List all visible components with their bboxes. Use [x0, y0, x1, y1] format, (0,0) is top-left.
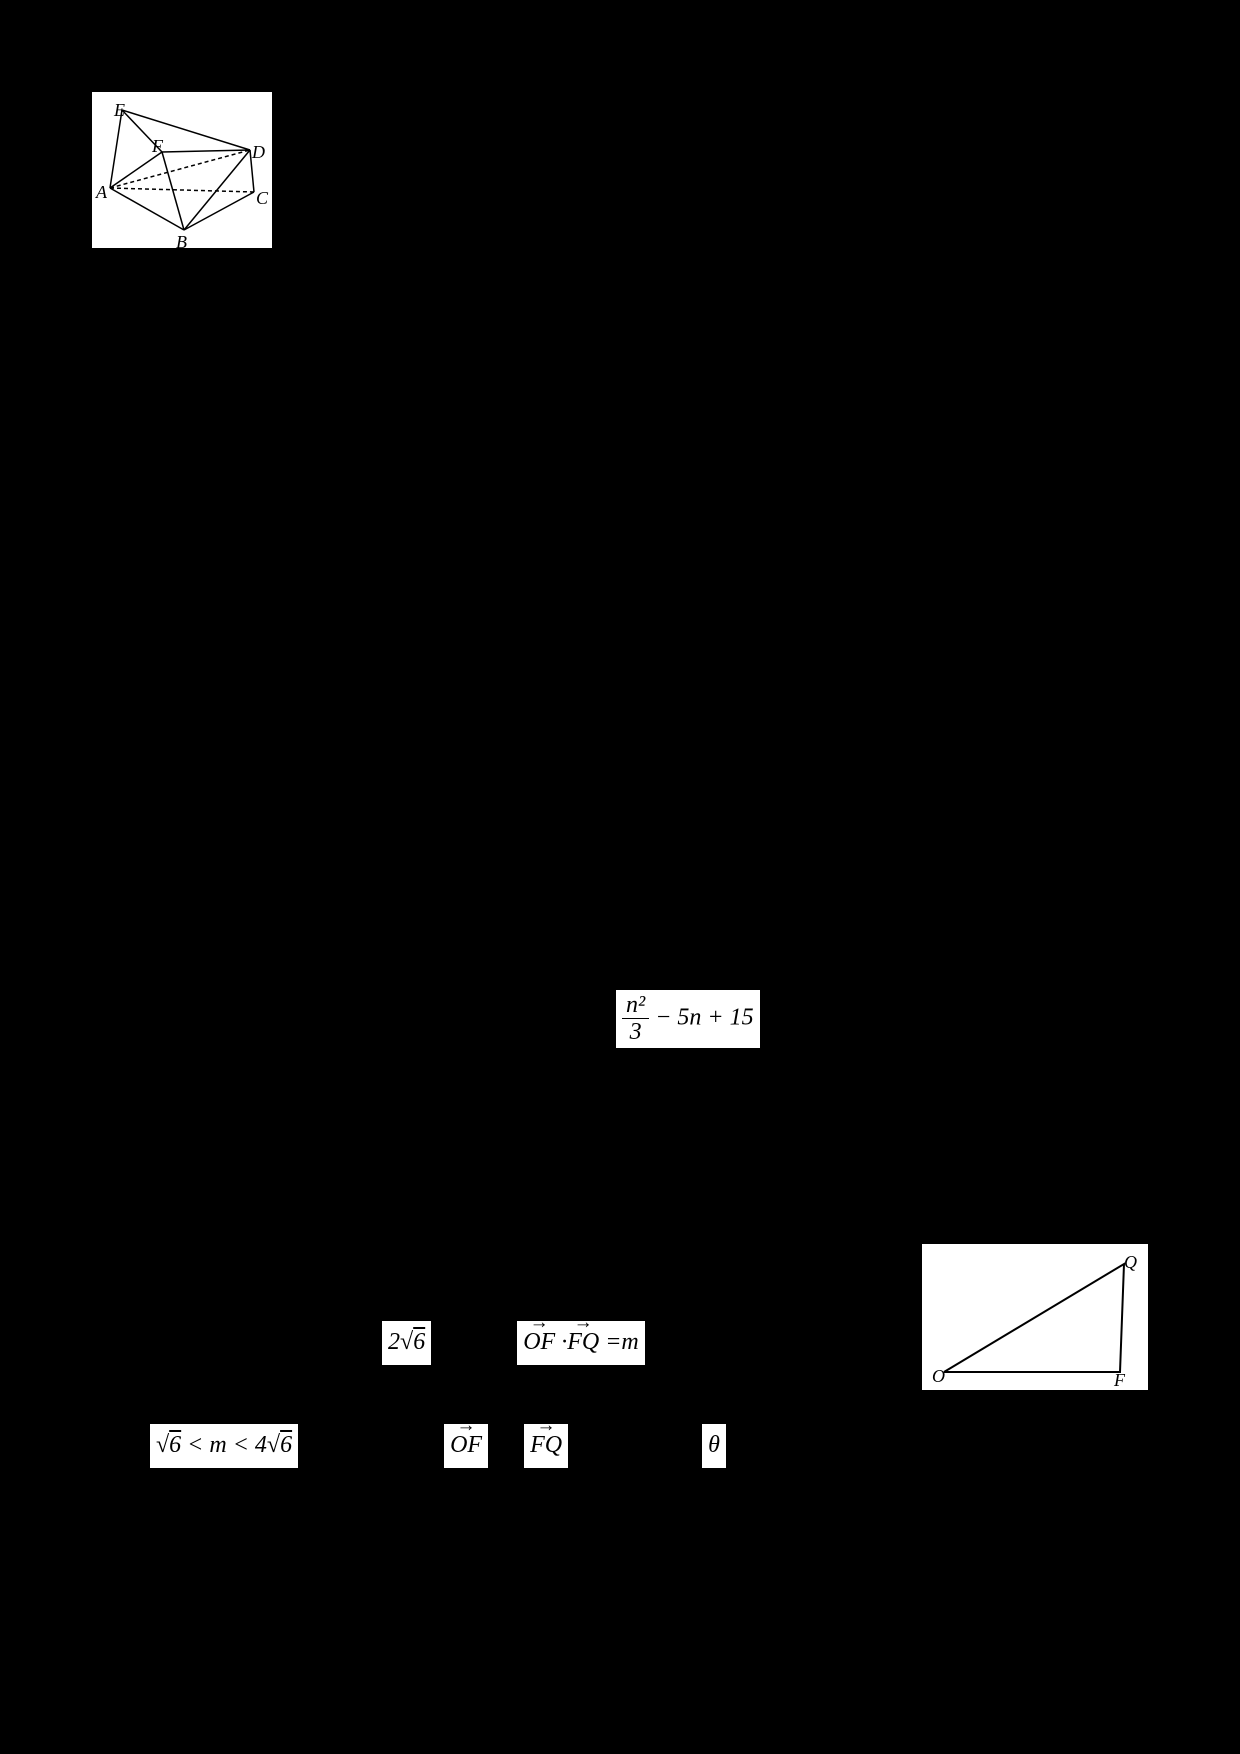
p18-score: （本小题满分12分）: [348, 96, 564, 122]
p21-stem-l1: 已知 F 为抛物线 C₁：y² = 2px (p > 0) 的焦点，E 为圆 C…: [90, 1117, 1150, 1196]
two-sqrt6-box: 26: [382, 1321, 431, 1365]
vec-OF-box: OF: [444, 1424, 488, 1468]
problem-21: 21． （本小题满分12分） 已知 F 为抛物线 C₁：y² = 2px (p …: [90, 1078, 1150, 1508]
fig18-label-E: E: [114, 96, 125, 126]
fraction-icon: n² 3: [622, 992, 649, 1046]
p21-part3-prefix: ② 若: [90, 1432, 150, 1458]
p19-number: 19: [90, 340, 114, 366]
vec-dot-eq: OF ·FQ =m: [517, 1321, 645, 1365]
problem-18: E F D A C B 18． （本小题满分12分） 如图，多面体 ABCDEF…: [90, 90, 1150, 304]
vec-FQ-box: FQ: [524, 1424, 568, 1468]
fig18-label-B: B: [176, 228, 187, 258]
p21-angle-text: 的夹角为: [574, 1432, 676, 1458]
p20-part3-prefix: (3) 设 cₙ = (n − a)² + (aₙ − a − 1)²，若 c₁…: [90, 956, 1010, 982]
p21-part3-suffix: ，试用 m 表示 tan θ，并求出 tan θ 的最大值及此时点 Q 的坐标。: [90, 1468, 1150, 1508]
p19-ref: 参考数据：若 Y ~ N(μ, σ²)，则 P(μ−σ < Y < μ+σ) =…: [130, 667, 1150, 746]
p20-part2: (2) 设 bₙ = (aₙ − 1)·2^{aₙ}，求数列 {bₙ} 的前 n…: [130, 907, 1150, 947]
fig18-label-C: C: [256, 184, 268, 214]
p21-part2-sub1: ① 求实数 m 的取值范围；: [130, 1373, 900, 1413]
p20-stem: 已知数列 {aₙ} 的前 n 项和 Sₙ 满足 2Sₙ = (n + 1)aₙ …: [90, 816, 1150, 856]
p18-part1: (1) 求证：BF // 平面 ADE；: [334, 217, 1150, 257]
p20-part3-suffix: 恒成立，求实数 a 的取值范围。: [766, 1004, 1101, 1030]
figure-21: Q O F: [920, 1242, 1150, 1392]
fig18-label-F: F: [152, 132, 163, 162]
frac-num: n²: [622, 992, 649, 1019]
range-m-box: 6 < m < 46: [150, 1424, 298, 1468]
p18-stem: 如图，多面体 ABCDEF 中，四边形 ABCD 为矩形，二面角 A-CD-F …: [294, 130, 1150, 209]
p20-part1: (1) 求数列 {aₙ} 的通项公式；: [130, 863, 1150, 903]
p21-part2-prefix: (2) 若 M(x₀, y₀) (2 ≤ y₀ ≤ 4) 在抛物线 C₁ 上，过…: [90, 1248, 881, 1355]
p19-stem: 某市为了解本市 1 万名小学生的普通话水平，在全市范围内进行了普通话测试，测试后…: [90, 374, 1150, 453]
p20-score: （本小题满分12分）: [144, 782, 360, 808]
p20-frac-box: n² 3 − 5n + 15: [616, 990, 760, 1048]
vec-OF: OF: [523, 1323, 555, 1363]
p20-number: 20: [90, 782, 114, 808]
fig18-label-A: A: [96, 178, 107, 208]
fig21-label-F: F: [1114, 1366, 1125, 1396]
fig18-label-D: D: [252, 138, 265, 168]
fig21-label-O: O: [932, 1362, 945, 1392]
p19-part1: (1) 从这 1 万名小学生中任意抽取 1 名小学生，求这名小学生的普通话测试成…: [130, 461, 1150, 540]
problem-20: 20． （本小题满分12分） 已知数列 {aₙ} 的前 n 项和 Sₙ 满足 2…: [90, 776, 1150, 1048]
theta-box: θ: [702, 1424, 726, 1468]
vec-FQ: FQ: [567, 1323, 599, 1363]
frac-den: 3: [622, 1019, 649, 1045]
figure-18: E F D A C B: [90, 90, 274, 250]
p21-number: 21: [90, 1084, 114, 1110]
fig21-label-Q: Q: [1124, 1248, 1137, 1278]
p21-stem-l2: (1) 求抛物线 C₁ 的方程；: [90, 1196, 1150, 1236]
p21-score: （本小题满分12分）: [144, 1084, 360, 1110]
p21-part2-mid: 时，: [437, 1329, 485, 1355]
p19-score: （本小题满分12分）: [144, 340, 360, 366]
p18-number: 18: [294, 96, 318, 122]
problem-19: 19． （本小题满分12分） 某市为了解本市 1 万名小学生的普通话水平，在全市…: [90, 334, 1150, 746]
p21-and: 与: [494, 1432, 524, 1458]
p21-part3-mid: ，设: [304, 1432, 358, 1458]
p19-part2: (2) 现在从总体中随机抽取 12 名小学生的普通话测试成绩，对应的数据如下：5…: [130, 544, 1150, 663]
frac-tail: − 5n + 15: [655, 1004, 753, 1030]
p18-part2: (2) 在线段 CF 上求一点 G，使锐二面角 B-EG-D 的余弦值为 1/4…: [334, 260, 1150, 300]
